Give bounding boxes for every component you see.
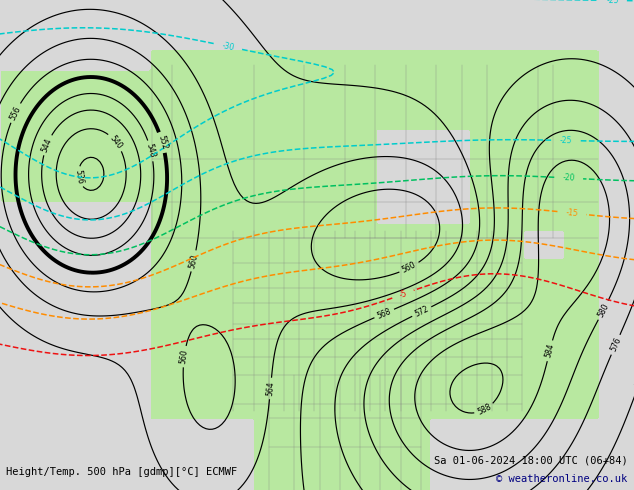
Text: -5: -5: [398, 289, 408, 300]
Text: 564: 564: [266, 381, 276, 396]
Text: Sa 01-06-2024 18:00 UTC (06+84): Sa 01-06-2024 18:00 UTC (06+84): [434, 456, 628, 466]
Text: -25: -25: [559, 136, 572, 145]
Text: Height/Temp. 500 hPa [gdmp][°C] ECMWF: Height/Temp. 500 hPa [gdmp][°C] ECMWF: [6, 467, 238, 477]
Text: 560: 560: [179, 349, 190, 365]
Text: -30: -30: [221, 41, 235, 52]
Text: 568: 568: [376, 306, 392, 320]
Text: 544: 544: [40, 137, 54, 153]
Text: -20: -20: [562, 173, 575, 183]
Text: 584: 584: [544, 343, 556, 359]
Text: 580: 580: [596, 302, 611, 318]
Text: 576: 576: [609, 336, 623, 353]
Text: -15: -15: [565, 208, 578, 218]
Text: 588: 588: [476, 402, 493, 417]
Text: © weatheronline.co.uk: © weatheronline.co.uk: [496, 474, 628, 484]
Text: 572: 572: [413, 304, 430, 319]
Text: 552: 552: [156, 134, 169, 150]
Text: 540: 540: [108, 134, 124, 150]
Text: 548: 548: [145, 143, 157, 159]
Text: 560: 560: [401, 260, 418, 275]
Text: -25: -25: [606, 0, 619, 5]
Text: 536: 536: [73, 169, 84, 185]
Text: 560: 560: [188, 253, 200, 269]
Text: 556: 556: [8, 104, 23, 122]
